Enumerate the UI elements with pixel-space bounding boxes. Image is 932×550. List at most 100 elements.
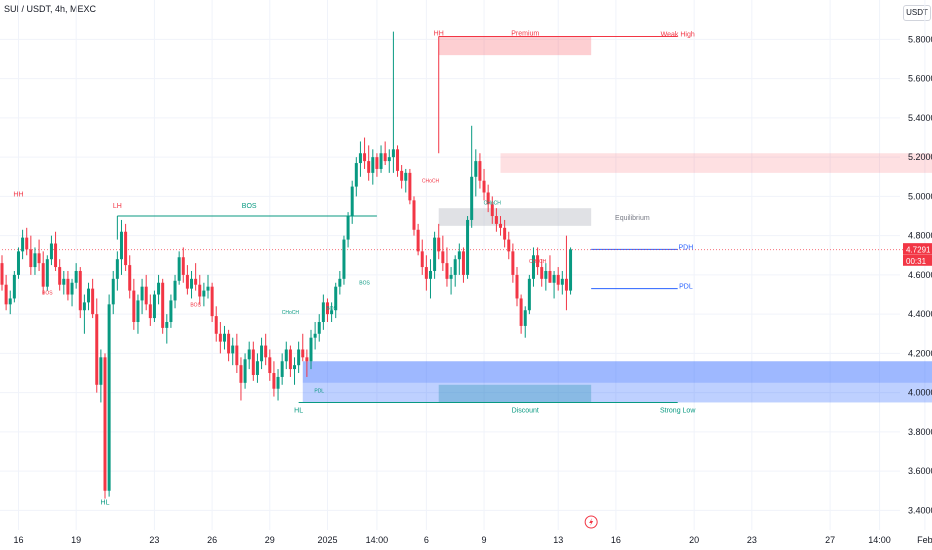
candle-body [124,231,128,266]
candle-body [214,316,218,334]
candle-body [441,251,445,264]
candle-body [552,274,556,283]
candle-body [564,278,568,291]
candle-body [49,243,53,260]
candle-body [148,304,152,319]
candle-body [132,290,136,322]
candle-body [293,365,297,370]
candle-body [416,229,420,252]
y-tick-label: 3.6000 [908,466,932,476]
candle-body [560,278,564,285]
candle-body [103,357,107,491]
candle-body [531,255,535,279]
candle-body [325,302,329,315]
candle-body [437,237,441,252]
zone-discount [438,384,592,403]
x-tick-label: 6 [424,535,429,545]
candle-body [301,349,305,358]
candle-body [519,298,523,326]
x-tick-label: 16 [611,535,621,545]
chart-title: SUI / USDT, 4h, MEXC [4,4,97,14]
candle-body [548,270,552,283]
candle-body [140,286,144,301]
candle-body [260,345,264,362]
x-tick-label: 16 [13,535,23,545]
candle-body [152,294,156,319]
y-tick-label: 5.6000 [908,74,932,84]
candle-body [466,219,470,275]
candle-body [235,345,239,366]
candle-body [136,300,140,322]
zone-demand [302,361,932,383]
candle-body [12,274,16,299]
candle-body [309,337,313,362]
x-tick-label: 2025 [317,535,337,545]
annotation-hl: HL [101,499,110,506]
y-tick-label: 4.6000 [908,270,932,280]
candle-body [354,163,358,187]
x-tick-label: 13 [553,535,563,545]
candle-body [358,153,362,164]
candle-body [8,298,12,305]
candle-body [453,259,457,275]
candle-body [284,349,288,362]
y-tick-label: 4.2000 [908,348,932,358]
candle-body [371,157,375,173]
candle-body [41,263,45,287]
candle-body [527,278,531,311]
candle-body [181,257,185,275]
candle-body [222,333,226,342]
candle-body [420,251,424,268]
candle-body [408,172,412,201]
annotation-discount: Discount [512,407,539,414]
candle-body [74,270,78,283]
candle-body [396,149,400,171]
lightning-icon-glyph [589,518,594,526]
candle-body [412,200,416,230]
y-tick-label: 5.4000 [908,113,932,123]
candle-body [503,227,507,240]
structure-label-bos: BOS [359,281,370,287]
currency-button[interactable]: USDT [903,5,931,21]
x-tick-label: 14:00 [868,535,891,545]
candle-body [478,161,482,181]
x-tick-label: 19 [71,535,81,545]
structure-label-choch: CHoCH [529,259,547,265]
candle-body [474,161,478,177]
candle-body [350,186,354,217]
candle-body [268,357,272,374]
candle-body [206,286,210,291]
candle-body [569,249,573,291]
candle-body [161,282,165,328]
candle-body [280,361,284,377]
candle-body [486,192,490,205]
candle-body [16,251,20,275]
candle-body [119,231,123,260]
candle-body [247,349,251,360]
candle-body [202,290,206,297]
candle-body [400,170,404,181]
candle-body [218,333,222,342]
candle-body [227,333,231,354]
candle-body [4,284,8,305]
x-tick-label: Feb [917,535,932,545]
candle-body [239,365,243,383]
candle-body [91,288,95,315]
candle-body [276,376,280,389]
candle-body [54,243,58,268]
candle-body [334,286,338,311]
zone-demand2 [302,382,932,403]
annotation-hh: HH [434,31,444,38]
candle-body [470,176,474,220]
candle-body [45,259,49,287]
candle-body [255,361,259,375]
candle-body [190,278,194,289]
candle-body [433,237,437,271]
candle-body [556,274,560,285]
candle-body [288,349,292,370]
candle-body [231,345,235,354]
x-tick-label: 23 [747,535,757,545]
annotation-pdl: PDL [679,284,693,291]
y-tick-label: 4.4000 [908,309,932,319]
